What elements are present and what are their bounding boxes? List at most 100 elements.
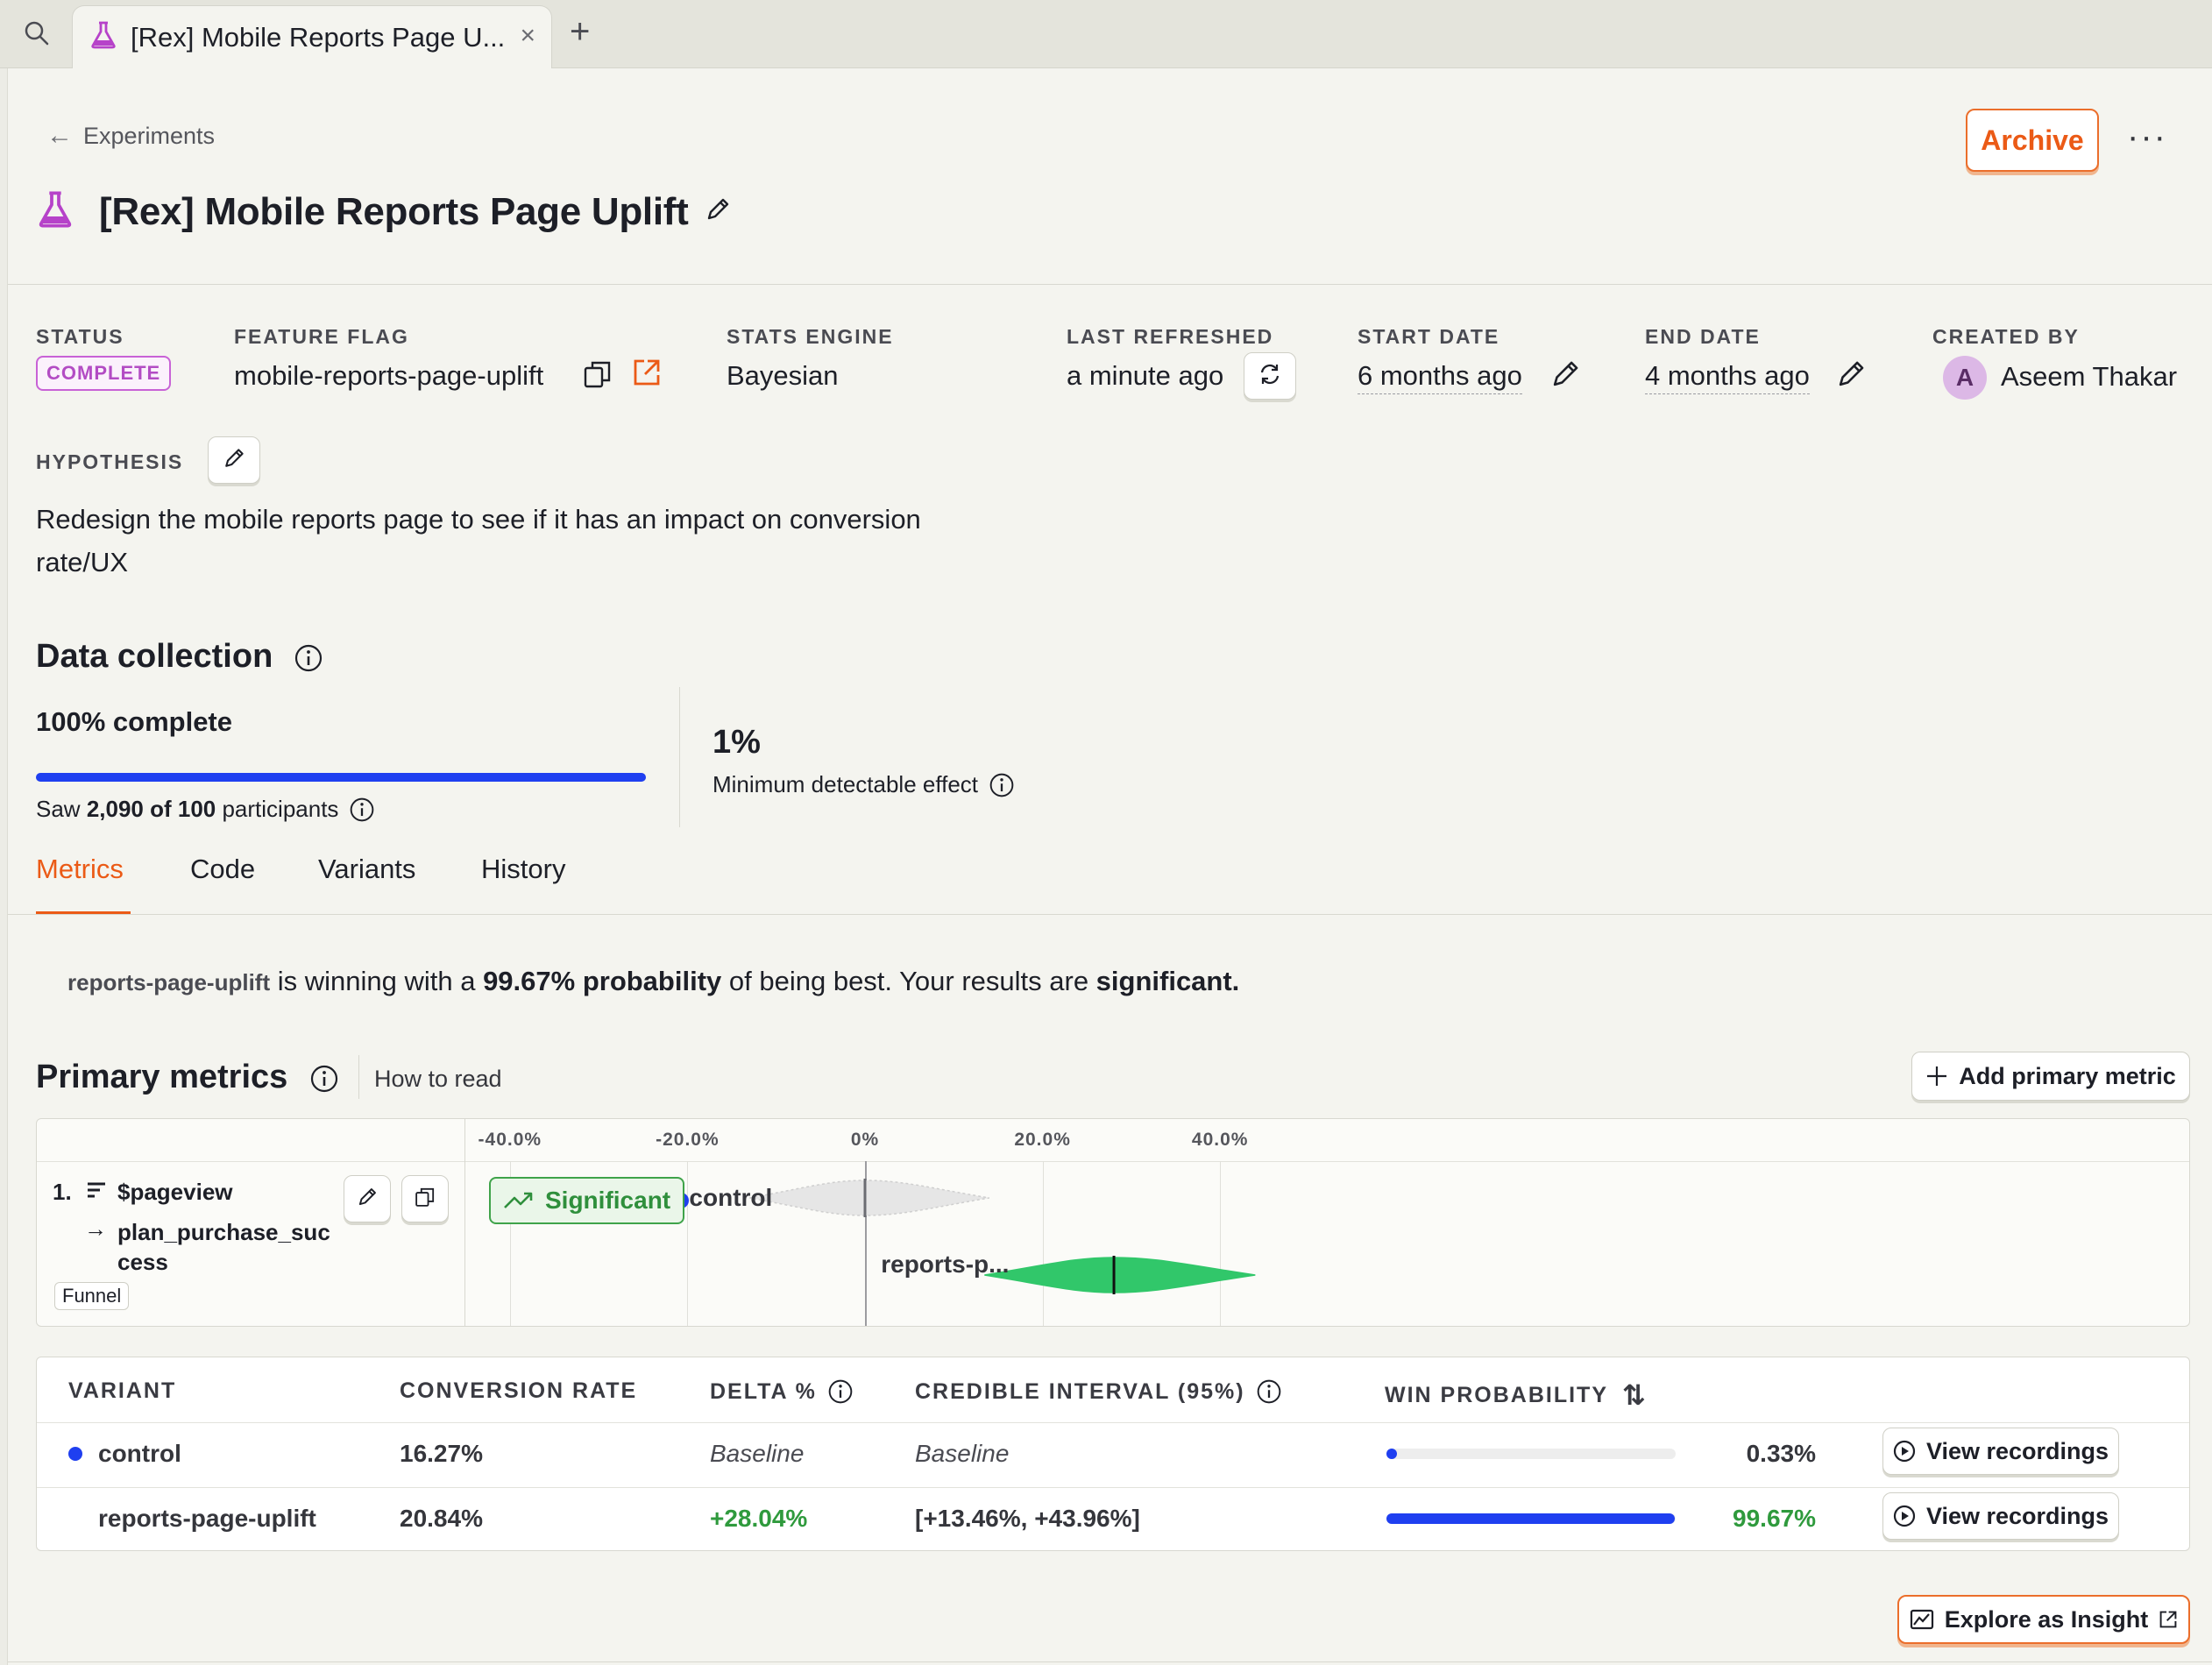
row-control-view-recordings-button[interactable]: View recordings xyxy=(1882,1428,2119,1475)
view-recordings-label: View recordings xyxy=(1925,1502,2109,1529)
flask-icon xyxy=(38,189,73,234)
row-test-view-recordings-button[interactable]: View recordings xyxy=(1882,1492,2119,1540)
info-icon[interactable] xyxy=(827,1378,854,1405)
tab-history[interactable]: History xyxy=(481,854,566,884)
col-header-interval-label: CREDIBLE INTERVAL (95%) xyxy=(915,1378,1245,1404)
edit-start-date-pencil-icon[interactable] xyxy=(1549,358,1582,395)
external-link-icon[interactable] xyxy=(632,358,662,392)
mde-label: Minimum detectable effect xyxy=(713,771,978,797)
close-icon[interactable]: × xyxy=(520,21,535,50)
view-recordings-label: View recordings xyxy=(1925,1437,2109,1464)
row-control-variant: control xyxy=(98,1440,181,1467)
search-icon[interactable] xyxy=(19,16,54,51)
browser-tab-bar: [Rex] Mobile Reports Page U... × + xyxy=(0,0,2212,68)
tabs-divider xyxy=(8,914,2212,915)
info-icon[interactable] xyxy=(989,772,1015,798)
metric-index: 1. xyxy=(53,1179,72,1205)
col-header-interval: CREDIBLE INTERVAL (95%) xyxy=(915,1378,1282,1405)
more-options-icon[interactable]: ··· xyxy=(2127,117,2167,156)
info-icon[interactable] xyxy=(349,797,375,823)
participants-prefix: Saw xyxy=(36,796,87,822)
status-badge: COMPLETE xyxy=(36,356,172,391)
metric-chart: -40.0% -20.0% 0% 20.0% 40.0% control rep… xyxy=(37,1119,2189,1326)
violin-control xyxy=(749,1180,989,1216)
archive-button[interactable]: Archive xyxy=(1966,109,2099,172)
summary-text-1: is winning with a xyxy=(270,966,484,996)
row-test-win-bar xyxy=(1386,1513,1676,1524)
row-control-win-bar xyxy=(1386,1449,1676,1459)
hypothesis-label: HYPOTHESIS xyxy=(36,450,184,473)
tab-code[interactable]: Code xyxy=(190,854,256,884)
row-control-delta: Baseline xyxy=(710,1440,805,1467)
chart-gridline xyxy=(509,1161,511,1326)
x-tick-label: 40.0% xyxy=(1191,1130,1249,1150)
flask-icon xyxy=(90,21,117,53)
row-test-conversion: 20.84% xyxy=(400,1505,483,1532)
primary-metrics-title: Primary metrics xyxy=(36,1059,288,1095)
breadcrumb-experiments[interactable]: Experiments xyxy=(83,122,216,149)
metric-step-2: plan_purchase_success xyxy=(117,1219,330,1275)
metric-event: $pageview xyxy=(117,1179,233,1205)
edit-hypothesis-button[interactable] xyxy=(208,436,260,484)
chart-gridline xyxy=(1042,1161,1044,1326)
last-refreshed-value: a minute ago xyxy=(1067,360,1224,391)
chart-zero-line xyxy=(865,1161,867,1326)
col-header-delta: DELTA % xyxy=(710,1378,854,1405)
metric-chart-panel: -40.0% -20.0% 0% 20.0% 40.0% control rep… xyxy=(36,1118,2190,1327)
participants-line: Saw 2,090 of 100 participants xyxy=(36,796,375,823)
col-header-win[interactable]: WIN PROBABILITY ⇅ xyxy=(1385,1378,1646,1412)
collection-progress-fill xyxy=(36,773,646,782)
collection-percent: 100% complete xyxy=(36,706,232,737)
feature-flag-value[interactable]: mobile-reports-page-uplift xyxy=(234,360,544,391)
mde-line: Minimum detectable effect xyxy=(713,771,1015,798)
col-header-variant: VARIANT xyxy=(68,1378,177,1403)
breadcrumb[interactable]: ← Experiments xyxy=(46,121,215,151)
copy-icon xyxy=(415,1187,436,1212)
external-link-icon xyxy=(2159,1610,2178,1629)
add-primary-metric-label: Add primary metric xyxy=(1959,1062,2176,1089)
chart-gridline xyxy=(1220,1161,1222,1326)
info-icon[interactable] xyxy=(294,643,323,677)
hypothesis-text: Redesign the mobile reports page to see … xyxy=(36,504,921,577)
insight-chart-icon xyxy=(1910,1609,1934,1630)
play-icon xyxy=(1893,1440,1916,1463)
results-table: VARIANT CONVERSION RATE DELTA % CREDIBLE… xyxy=(36,1357,2190,1551)
edit-end-date-pencil-icon[interactable] xyxy=(1834,358,1868,395)
violin-layer xyxy=(749,1179,1256,1294)
collection-progress-bar xyxy=(36,773,646,782)
explore-as-insight-button[interactable]: Explore as Insight xyxy=(1897,1595,2190,1644)
sort-icon[interactable]: ⇅ xyxy=(1622,1379,1646,1411)
active-tab-indicator xyxy=(36,911,131,915)
pencil-icon xyxy=(356,1186,379,1213)
refresh-button[interactable] xyxy=(1244,352,1296,400)
tab-variants[interactable]: Variants xyxy=(318,854,416,884)
experiment-page: ← Experiments Archive ··· [Rex] Mobile R… xyxy=(7,68,2212,1665)
add-primary-metric-button[interactable]: Add primary metric xyxy=(1911,1052,2190,1101)
test-series-label: reports-p... xyxy=(881,1251,1010,1278)
duplicate-metric-button[interactable] xyxy=(401,1175,449,1222)
new-tab-icon[interactable]: + xyxy=(570,12,591,51)
significant-badge: Significant xyxy=(489,1177,685,1224)
row-test-delta: +28.04% xyxy=(710,1505,808,1532)
metric-type-tag: Funnel xyxy=(54,1282,130,1310)
pencil-icon xyxy=(222,446,246,475)
how-to-read-link[interactable]: How to read xyxy=(374,1066,502,1092)
stats-engine-label: STATS ENGINE xyxy=(727,325,894,348)
panel-column-divider xyxy=(464,1119,465,1326)
edit-metric-button[interactable] xyxy=(344,1175,391,1222)
explore-as-insight-label: Explore as Insight xyxy=(1944,1605,2149,1633)
play-icon xyxy=(1893,1505,1916,1527)
info-icon[interactable] xyxy=(309,1064,339,1098)
row-control-win-fill xyxy=(1386,1449,1397,1459)
x-tick-label: -20.0% xyxy=(656,1130,720,1150)
results-summary: reports-page-uplift is winning with a 99… xyxy=(67,966,1239,997)
significant-label: Significant xyxy=(545,1187,671,1214)
table-header-divider xyxy=(37,1422,2189,1423)
panel-header-divider xyxy=(37,1161,2189,1162)
browser-tab-experiment[interactable]: [Rex] Mobile Reports Page U... × xyxy=(72,5,552,68)
tab-metrics[interactable]: Metrics xyxy=(36,854,124,884)
refresh-icon xyxy=(1258,362,1282,391)
copy-icon[interactable] xyxy=(583,359,613,393)
info-icon[interactable] xyxy=(1256,1378,1282,1405)
edit-title-pencil-icon[interactable] xyxy=(704,195,732,228)
